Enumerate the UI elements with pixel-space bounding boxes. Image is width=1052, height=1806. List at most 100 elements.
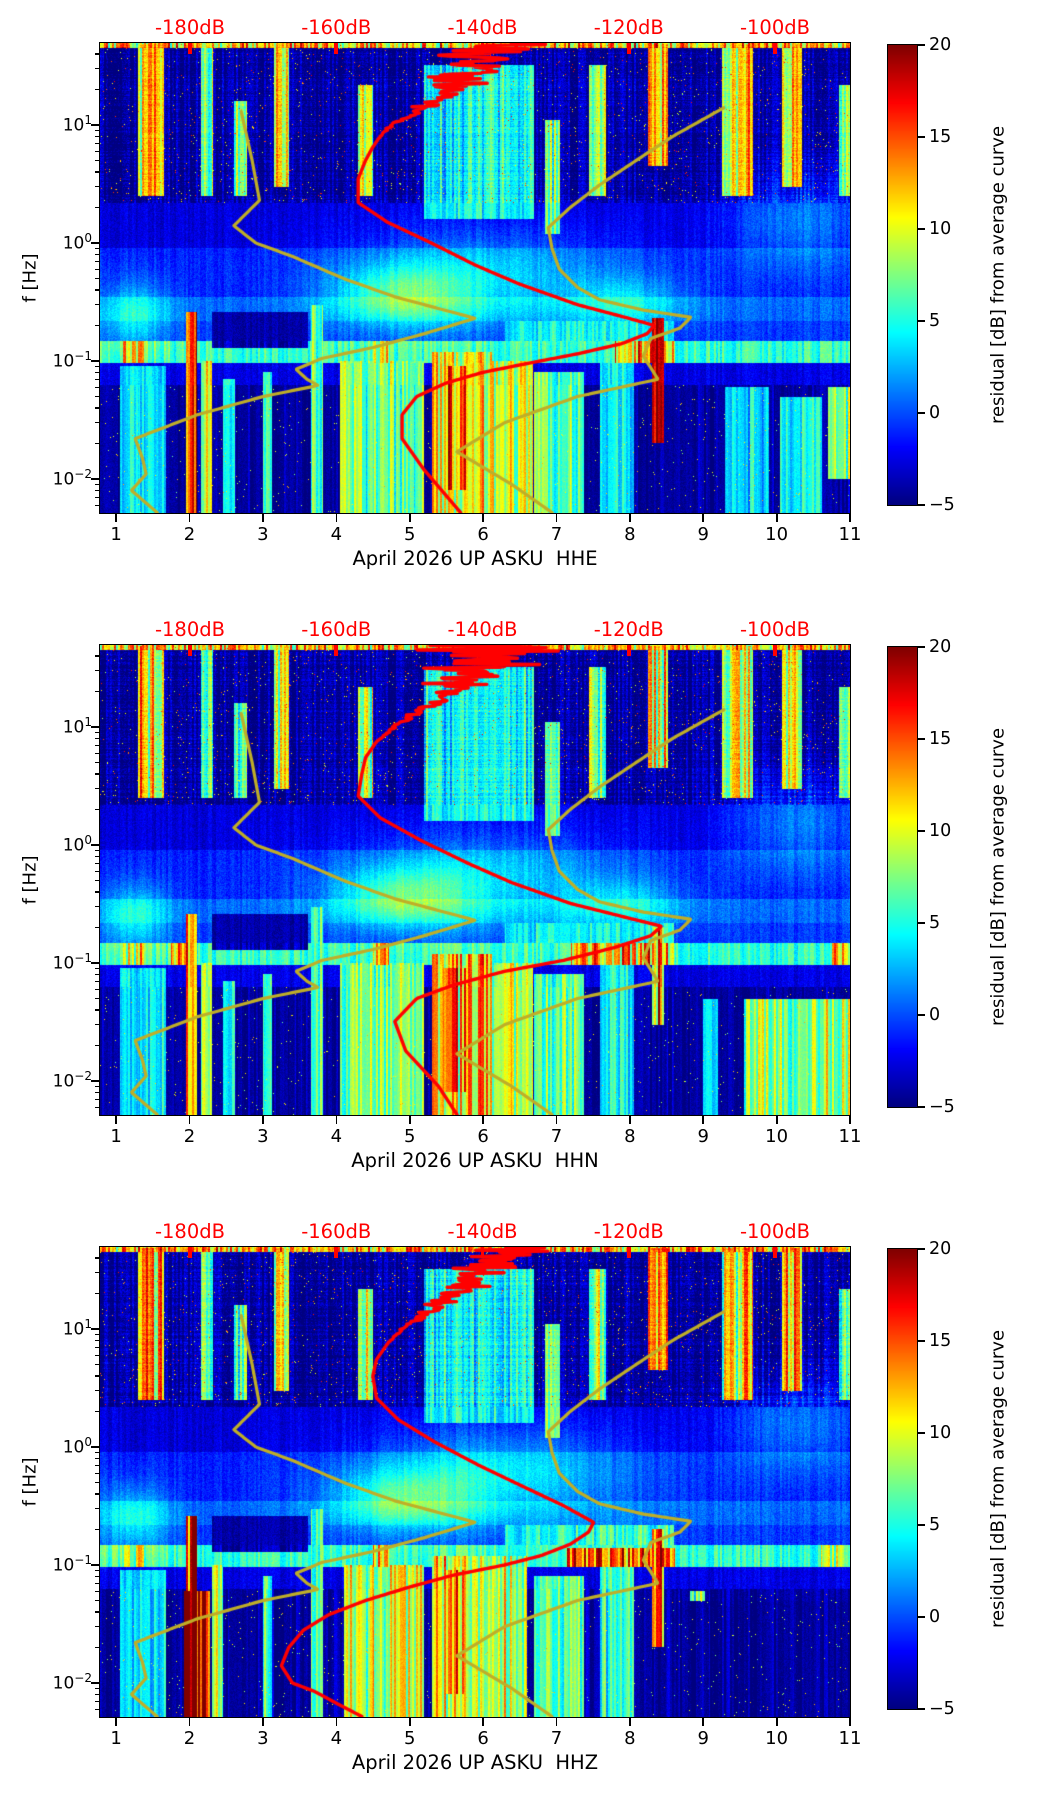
y-minor-tick — [94, 442, 99, 445]
y-minor-tick — [94, 1493, 99, 1495]
y-tick — [91, 962, 99, 964]
colorbar-tick-label: 10 — [929, 1423, 952, 1443]
x-tick-label: 7 — [550, 1728, 563, 1749]
colorbar-tick-label: −5 — [929, 1097, 955, 1117]
y-minor-tick — [94, 1451, 99, 1453]
top-axis-tick — [480, 1247, 485, 1258]
y-minor-tick — [94, 483, 99, 485]
y-minor-tick — [94, 752, 99, 754]
y-minor-tick — [94, 808, 99, 811]
colorbar-tick-label: 0 — [929, 1607, 941, 1627]
colorbar-tick — [918, 1616, 925, 1618]
y-tick-base: 10 — [62, 233, 85, 254]
x-tick-label: 1 — [110, 1728, 122, 1749]
colorbar-tick — [918, 228, 925, 230]
y-minor-tick — [94, 870, 99, 872]
panel-title: April 2026 UP ASKU HHN — [351, 1149, 599, 1172]
x-tick-label: 1 — [110, 1126, 122, 1147]
y-minor-tick — [94, 1582, 99, 1584]
y-minor-tick — [94, 788, 99, 790]
x-tick — [482, 514, 484, 522]
x-tick — [188, 1718, 191, 1726]
x-tick — [849, 1718, 851, 1726]
top-axis-tick-label: -180dB — [154, 1220, 226, 1243]
y-minor-tick — [94, 304, 99, 306]
y-minor-tick — [94, 744, 99, 746]
top-axis-tick — [773, 645, 777, 656]
y-minor-tick — [94, 268, 99, 270]
x-tick-label: 5 — [403, 524, 416, 545]
y-tick — [91, 1564, 99, 1566]
y-minor-tick — [94, 1272, 99, 1274]
colorbar-tick — [918, 504, 925, 506]
colorbar-canvas — [888, 1249, 917, 1709]
x-tick — [702, 1116, 705, 1124]
y-minor-tick — [94, 129, 99, 131]
x-tick-label: 9 — [697, 1728, 709, 1749]
colorbar-tick-label: 0 — [929, 1005, 941, 1025]
x-tick-label: 4 — [330, 1728, 343, 1749]
y-tick — [91, 1080, 99, 1082]
y-tick-exponent: −2 — [74, 1069, 92, 1083]
x-tick — [335, 1116, 338, 1124]
y-minor-tick — [94, 855, 99, 858]
colorbar-tick-label: 15 — [929, 127, 952, 147]
y-tick — [91, 1446, 99, 1448]
y-minor-tick — [94, 1599, 99, 1602]
y-tick — [91, 844, 99, 846]
y-minor-tick — [94, 1687, 99, 1689]
y-tick-label: 10−2 — [40, 1069, 92, 1092]
y-tick-label: 101 — [40, 1317, 92, 1340]
x-tick-label: 7 — [550, 1126, 563, 1147]
top-axis-tick-label: -140dB — [447, 16, 518, 39]
y-tick-exponent: 0 — [84, 1435, 92, 1449]
y-tick — [91, 242, 99, 244]
x-tick-label: 8 — [624, 1126, 636, 1147]
panel-hhz: -180dB -160dB -140dB -120dB -100dB 1 2 3 4 5 6 7 8 9 1… — [0, 1204, 1052, 1806]
top-axis-tick — [188, 645, 192, 656]
colorbar-tick-label: 20 — [929, 637, 952, 657]
y-minor-tick — [94, 206, 99, 209]
top-axis-tick — [480, 645, 485, 656]
y-tick — [91, 124, 99, 126]
x-tick-label: 8 — [624, 524, 636, 545]
y-minor-tick — [94, 53, 99, 55]
x-tick-label: 10 — [765, 524, 789, 545]
y-minor-tick — [94, 1590, 99, 1592]
y-minor-tick — [94, 1292, 99, 1295]
x-tick — [702, 514, 705, 522]
y-minor-tick — [94, 260, 99, 262]
spectrogram-canvas-hhn — [100, 645, 850, 1115]
y-tick-base: 10 — [62, 835, 85, 856]
y-minor-tick — [94, 386, 99, 388]
y-minor-tick — [94, 395, 99, 398]
y-minor-tick — [94, 1611, 99, 1613]
x-tick — [335, 514, 338, 522]
colorbar-tick — [918, 44, 925, 46]
colorbar-frame — [887, 1248, 918, 1710]
y-minor-tick — [94, 504, 99, 506]
colorbar-label: residual [dB] from average curve — [987, 727, 1009, 1027]
x-tick-label: 5 — [403, 1728, 416, 1749]
top-axis-tick — [626, 645, 631, 656]
y-minor-tick — [94, 655, 99, 657]
colorbar-canvas — [888, 647, 917, 1107]
y-minor-tick — [94, 1375, 99, 1377]
top-axis-tick-label: -180dB — [154, 618, 226, 641]
x-tick-label: 2 — [183, 524, 196, 545]
x-tick-label: 10 — [765, 1728, 789, 1749]
y-tick-label: 101 — [40, 113, 92, 136]
y-tick-base: 10 — [52, 1555, 75, 1576]
colorbar-tick — [918, 1432, 925, 1434]
x-tick — [775, 1116, 778, 1124]
colorbar-tick-label: 10 — [929, 219, 952, 239]
y-minor-tick — [94, 731, 99, 733]
x-tick-label: 2 — [183, 1126, 196, 1147]
y-minor-tick — [94, 1569, 99, 1571]
x-tick — [408, 1718, 411, 1726]
colorbar-tick-label: 0 — [929, 403, 941, 423]
top-axis-tick — [334, 645, 339, 656]
y-minor-tick — [94, 906, 99, 908]
x-tick — [262, 1116, 264, 1124]
y-minor-tick — [94, 1044, 99, 1047]
